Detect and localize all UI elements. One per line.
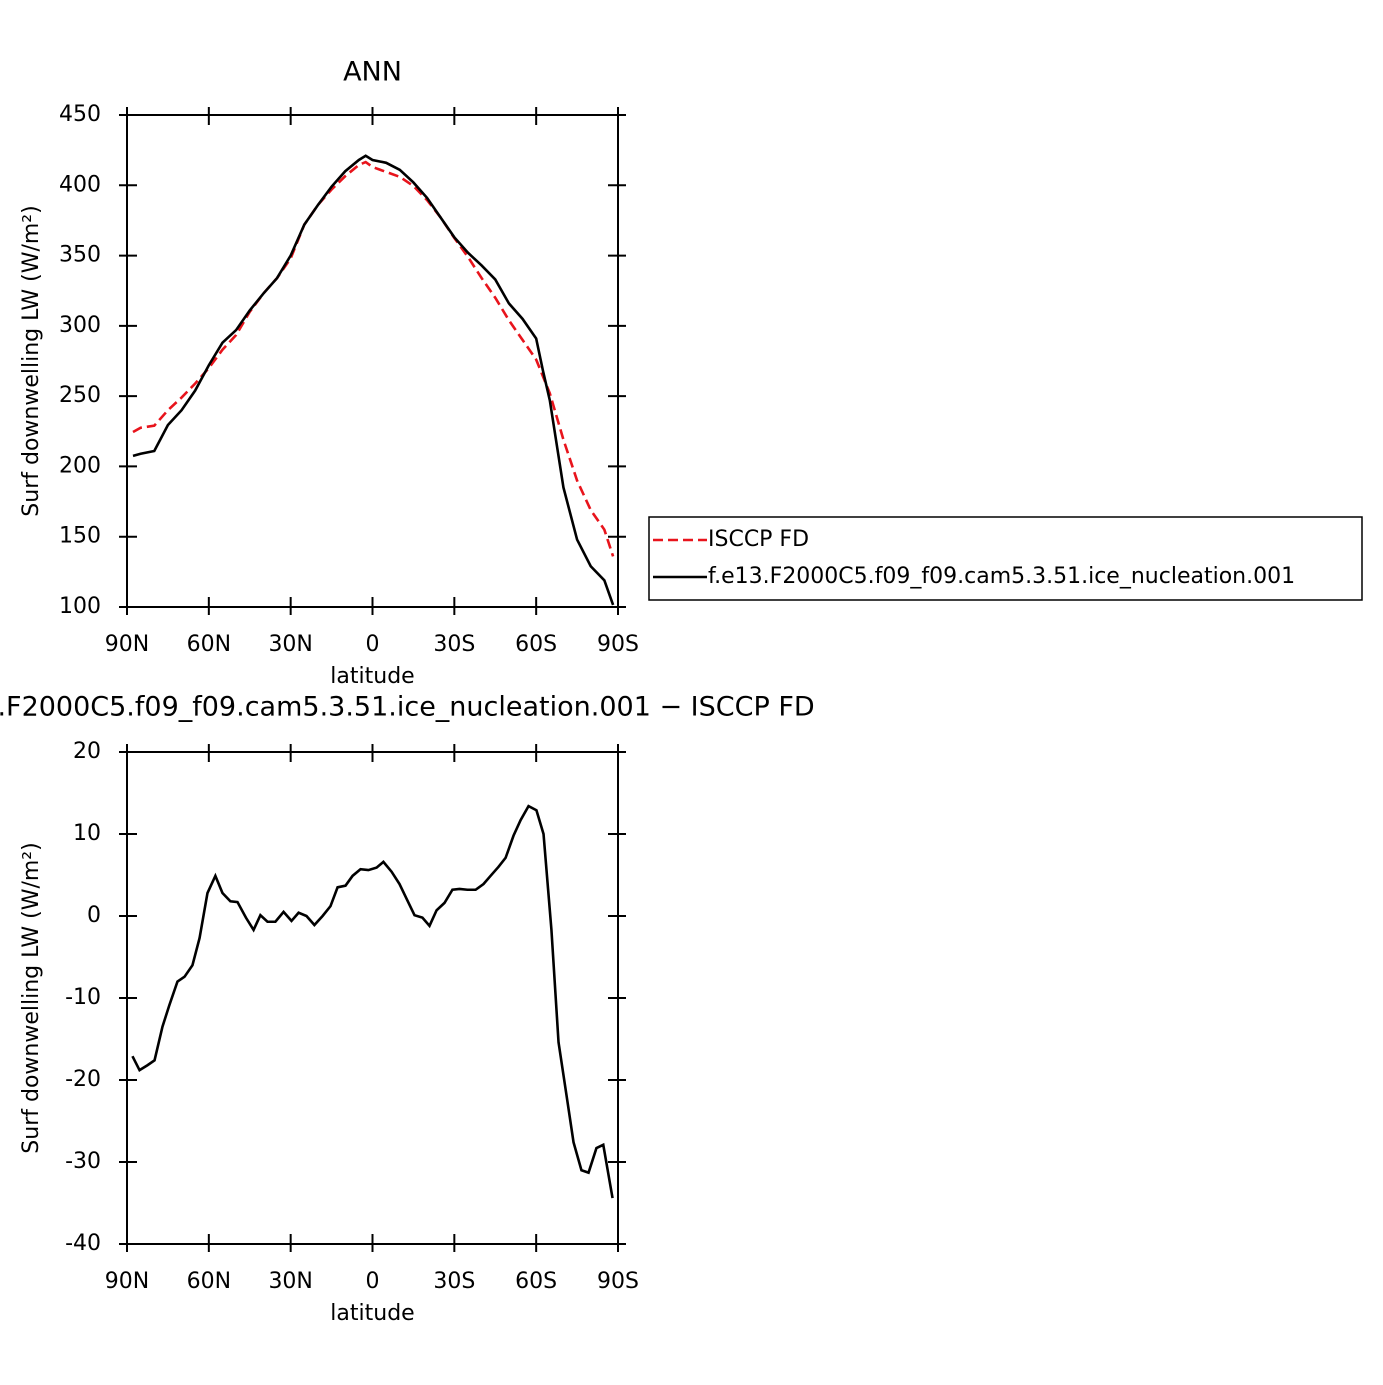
y-tick-label: -30	[65, 1149, 101, 1174]
x-tick-label: 90N	[105, 1269, 149, 1294]
x-tick-label: 90N	[105, 632, 149, 657]
x-tick-label: 60S	[515, 632, 557, 657]
x-tick-label: 30N	[268, 632, 312, 657]
x-tick-label: 30S	[433, 632, 475, 657]
legend-box	[648, 516, 1363, 601]
x-tick-label: 30N	[268, 1269, 312, 1294]
chart-title: ANN	[343, 57, 402, 88]
y-tick-label: 10	[73, 821, 101, 846]
y-tick-label: -10	[65, 985, 101, 1010]
x-axis-label: latitude	[330, 1301, 414, 1326]
x-tick-label: 60S	[515, 1269, 557, 1294]
y-tick-label: -40	[65, 1231, 101, 1256]
data-line	[132, 154, 615, 606]
plot-frame	[126, 114, 619, 608]
x-tick-label: 60N	[187, 1269, 231, 1294]
y-axis-label: Surf downwelling LW (W/m²)	[19, 842, 44, 1153]
y-tick-label: 300	[59, 313, 101, 338]
plot-frame	[126, 751, 619, 1245]
y-tick-label: 250	[59, 383, 101, 408]
x-tick-label: 60N	[187, 632, 231, 657]
y-tick-label: 400	[59, 172, 101, 197]
x-tick-label: 90S	[597, 632, 639, 657]
y-tick-label: -20	[65, 1067, 101, 1092]
y-tick-label: 450	[59, 102, 101, 127]
x-tick-label: 90S	[597, 1269, 639, 1294]
legend-label: ISCCP FD	[708, 527, 809, 552]
y-tick-label: 150	[59, 524, 101, 549]
y-tick-label: 350	[59, 243, 101, 268]
x-tick-label: 0	[366, 1269, 380, 1294]
y-axis-label: Surf downwelling LW (W/m²)	[19, 205, 44, 516]
y-tick-label: 200	[59, 453, 101, 478]
chart-title: f.e13.F2000C5.f09_f09.cam5.3.51.ice_nucl…	[0, 692, 815, 723]
data-line	[132, 160, 615, 557]
x-tick-label: 0	[366, 632, 380, 657]
legend-label: f.e13.F2000C5.f09_f09.cam5.3.51.ice_nucl…	[708, 564, 1295, 589]
y-tick-label: 0	[87, 903, 101, 928]
y-tick-label: 20	[73, 739, 101, 764]
x-tick-label: 30S	[433, 1269, 475, 1294]
y-tick-label: 100	[59, 594, 101, 619]
x-axis-label: latitude	[330, 664, 414, 689]
data-line	[131, 804, 614, 1199]
